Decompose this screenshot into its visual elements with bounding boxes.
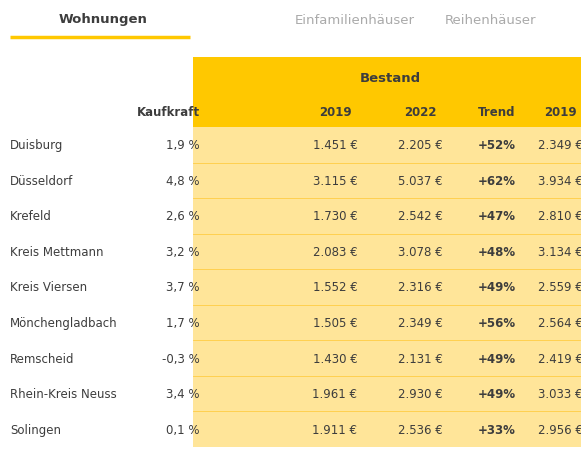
- Text: 2.419 €: 2.419 €: [537, 352, 581, 365]
- Text: Reihenhäuser: Reihenhäuser: [444, 14, 536, 27]
- Text: Remscheid: Remscheid: [10, 352, 74, 365]
- Text: Kreis Viersen: Kreis Viersen: [10, 281, 87, 294]
- Text: 4,8 %: 4,8 %: [167, 175, 200, 188]
- Text: 1.552 €: 1.552 €: [313, 281, 357, 294]
- Text: 2.349 €: 2.349 €: [537, 139, 581, 152]
- Text: +33%: +33%: [478, 423, 516, 436]
- Text: 2.083 €: 2.083 €: [313, 245, 357, 258]
- Text: 3,4 %: 3,4 %: [167, 387, 200, 400]
- Text: 2,6 %: 2,6 %: [166, 210, 200, 223]
- Text: 1.505 €: 1.505 €: [313, 316, 357, 329]
- Text: Bestand: Bestand: [360, 71, 421, 84]
- Text: 2.559 €: 2.559 €: [537, 281, 581, 294]
- Text: +49%: +49%: [478, 387, 516, 400]
- Text: +49%: +49%: [478, 352, 516, 365]
- Text: 1.730 €: 1.730 €: [313, 210, 357, 223]
- Text: 2.810 €: 2.810 €: [537, 210, 581, 223]
- Text: Einfamilienhäuser: Einfamilienhäuser: [295, 14, 415, 27]
- Text: 1.430 €: 1.430 €: [313, 352, 357, 365]
- Text: -0,3 %: -0,3 %: [162, 352, 200, 365]
- Text: 2.349 €: 2.349 €: [397, 316, 443, 329]
- Text: 5.037 €: 5.037 €: [397, 175, 442, 188]
- Text: +52%: +52%: [478, 139, 516, 152]
- Text: +56%: +56%: [478, 316, 516, 329]
- Text: 3.033 €: 3.033 €: [538, 387, 581, 400]
- Text: Krefeld: Krefeld: [10, 210, 52, 223]
- Text: 2.131 €: 2.131 €: [397, 352, 443, 365]
- Text: Kaufkraft: Kaufkraft: [137, 106, 200, 119]
- Text: Düsseldorf: Düsseldorf: [10, 175, 73, 188]
- Text: +49%: +49%: [478, 281, 516, 294]
- Text: 3.934 €: 3.934 €: [537, 175, 581, 188]
- Text: Wohnungen: Wohnungen: [59, 14, 148, 27]
- Text: 1.451 €: 1.451 €: [313, 139, 357, 152]
- Text: 2.542 €: 2.542 €: [397, 210, 443, 223]
- Text: Rhein-Kreis Neuss: Rhein-Kreis Neuss: [10, 387, 117, 400]
- Text: 0,1 %: 0,1 %: [167, 423, 200, 436]
- Text: +47%: +47%: [478, 210, 516, 223]
- Text: 2.205 €: 2.205 €: [397, 139, 442, 152]
- Text: 1,9 %: 1,9 %: [166, 139, 200, 152]
- Text: 2.930 €: 2.930 €: [397, 387, 442, 400]
- Text: 1.961 €: 1.961 €: [313, 387, 357, 400]
- Text: 2019: 2019: [544, 106, 576, 119]
- Text: +62%: +62%: [478, 175, 516, 188]
- Text: Mönchengladbach: Mönchengladbach: [10, 316, 117, 329]
- Text: 2022: 2022: [404, 106, 436, 119]
- Text: +48%: +48%: [478, 245, 516, 258]
- Text: Duisburg: Duisburg: [10, 139, 63, 152]
- Text: 2.956 €: 2.956 €: [537, 423, 581, 436]
- Text: Kreis Mettmann: Kreis Mettmann: [10, 245, 103, 258]
- Text: 2019: 2019: [319, 106, 352, 119]
- Text: Trend: Trend: [478, 106, 516, 119]
- Text: 1.911 €: 1.911 €: [313, 423, 357, 436]
- Text: 3,7 %: 3,7 %: [167, 281, 200, 294]
- Text: 3.078 €: 3.078 €: [397, 245, 442, 258]
- Text: Solingen: Solingen: [10, 423, 61, 436]
- Text: 3,2 %: 3,2 %: [167, 245, 200, 258]
- Text: 2.564 €: 2.564 €: [537, 316, 581, 329]
- Bar: [193, 58, 581, 128]
- Text: 1,7 %: 1,7 %: [166, 316, 200, 329]
- Bar: [193, 128, 581, 447]
- Text: 3.134 €: 3.134 €: [537, 245, 581, 258]
- Text: 3.115 €: 3.115 €: [313, 175, 357, 188]
- Text: 2.536 €: 2.536 €: [397, 423, 442, 436]
- Text: 2.316 €: 2.316 €: [397, 281, 443, 294]
